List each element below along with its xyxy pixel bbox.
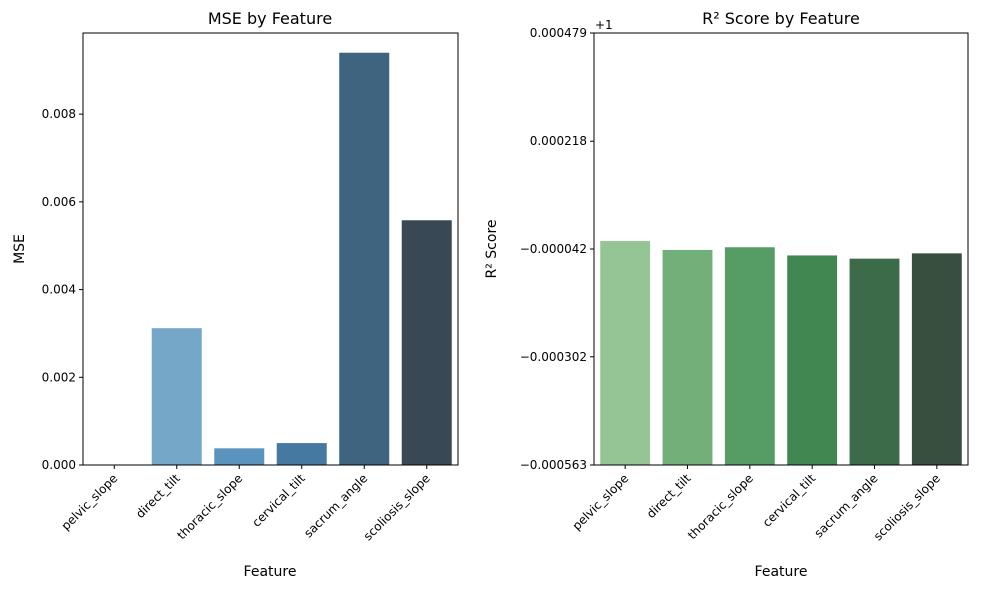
mse-chart: MSE by Feature 0.000 0.002 0.004 0.006 0.008… — [12, 9, 459, 580]
mse-x-tick-label: thoracic_slope — [174, 471, 245, 542]
r2-x-tick-label: pelvic_slope — [570, 471, 632, 533]
mse-bar-cervical-tilt — [276, 443, 327, 465]
mse-bar-thoracic-slope — [214, 448, 265, 465]
r2-bar-sacrum-angle — [849, 258, 900, 465]
r2-y-tick-label: −0.000302 — [520, 350, 587, 364]
r2-x-tick-label: cervical_tilt — [760, 471, 819, 530]
r2-y-tick-label: −0.000042 — [520, 242, 587, 256]
r2-bar-pelvic-slope — [600, 241, 651, 465]
mse-y-tick-label: 0.000 — [42, 458, 76, 472]
mse-y-ticks: 0.000 0.002 0.004 0.006 0.008 — [42, 107, 83, 472]
r2-x-tick-label: direct_tilt — [644, 471, 694, 521]
r2-y-tick-label: −0.000563 — [520, 458, 587, 472]
r2-bars — [600, 241, 962, 465]
r2-y-ticks: −0.000563 −0.000302 −0.000042 0.000218 0.000… — [520, 26, 594, 472]
mse-y-tick-label: 0.006 — [42, 195, 76, 209]
mse-x-tick-label: scoliosis_slope — [361, 471, 433, 543]
r2-chart-title: R² Score by Feature — [702, 9, 860, 28]
r2-y-tick-label: 0.000218 — [530, 134, 587, 148]
mse-bar-scoliosis-slope — [401, 220, 452, 465]
r2-bar-scoliosis-slope — [911, 253, 962, 465]
mse-chart-title: MSE by Feature — [208, 9, 332, 28]
r2-x-axis-label: Feature — [755, 564, 808, 580]
r2-x-tick-label: thoracic_slope — [685, 471, 756, 542]
mse-bar-sacrum-angle — [339, 52, 390, 465]
mse-bar-direct-tilt — [151, 328, 202, 465]
r2-bar-thoracic-slope — [724, 247, 775, 465]
r2-y-axis-label: R² Score — [484, 219, 500, 278]
mse-x-tick-label: direct_tilt — [133, 471, 183, 521]
mse-y-tick-label: 0.004 — [42, 283, 76, 297]
r2-bar-direct-tilt — [662, 249, 713, 465]
mse-bars — [151, 52, 452, 465]
r2-x-tick-label: scoliosis_slope — [871, 471, 943, 543]
r2-y-tick-label: 0.000479 — [530, 26, 587, 40]
mse-x-axis-label: Feature — [244, 564, 297, 580]
r2-offset-text: +1 — [595, 18, 613, 32]
r2-chart: R² Score by Feature +1 −0.000563 −0.00030… — [484, 9, 969, 580]
mse-plot-frame — [82, 32, 459, 466]
r2-x-tick-label: sacrum_angle — [812, 471, 881, 540]
mse-y-axis-label: MSE — [12, 234, 28, 264]
mse-y-tick-label: 0.002 — [42, 370, 76, 384]
mse-y-tick-label: 0.008 — [42, 107, 76, 121]
mse-x-tick-label: sacrum_angle — [301, 471, 370, 540]
mse-x-tick-label: cervical_tilt — [249, 471, 308, 530]
mse-x-tick-label: pelvic_slope — [59, 471, 121, 533]
r2-bar-cervical-tilt — [787, 255, 838, 465]
